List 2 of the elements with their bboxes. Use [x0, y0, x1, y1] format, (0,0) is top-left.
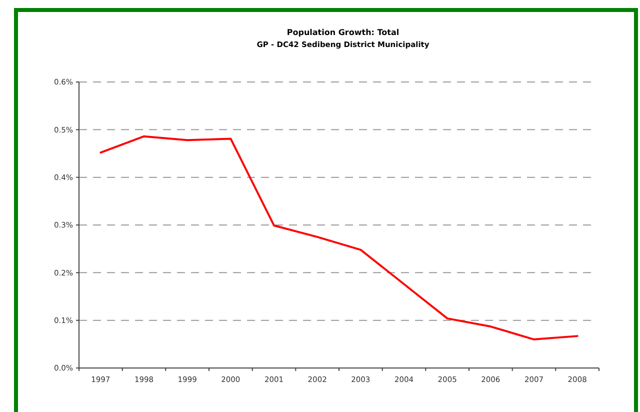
line-series [100, 135, 578, 340]
chart-title: Population Growth: Total [286, 28, 400, 37]
